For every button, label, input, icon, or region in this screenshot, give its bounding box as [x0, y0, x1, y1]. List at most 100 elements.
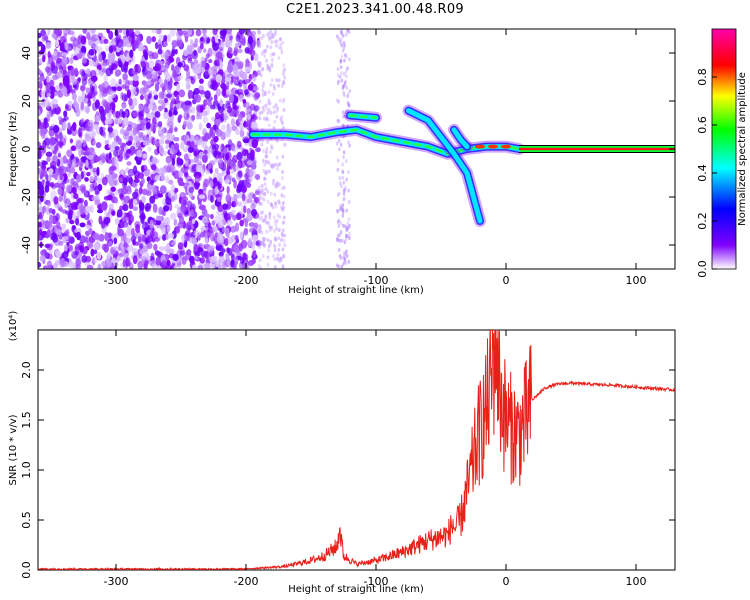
noise-speckle [187, 89, 194, 99]
noise-speckle [282, 205, 286, 210]
noise-speckle [272, 105, 276, 110]
noise-speckle [236, 151, 243, 161]
noise-speckle [137, 260, 144, 269]
noise-speckle [80, 149, 85, 156]
noise-speckle [270, 64, 274, 69]
noise-speckle [261, 84, 265, 89]
noise-speckle [276, 106, 280, 111]
noise-speckle [59, 258, 66, 268]
noise-speckle [339, 230, 343, 235]
noise-speckle [141, 177, 145, 185]
noise-speckle [230, 143, 236, 152]
x-tick-label: -100 [364, 575, 389, 588]
noise-speckle [274, 201, 277, 206]
noise-speckle [201, 110, 208, 117]
colorbar-tick-label: 0.6 [696, 116, 709, 134]
noise-speckle [222, 29, 228, 35]
noise-speckle [97, 263, 102, 269]
noise-speckle [258, 216, 262, 221]
noise-speckle [118, 177, 124, 183]
noise-speckle [174, 127, 178, 133]
noise-speckle [45, 75, 50, 82]
noise-speckle [266, 44, 269, 49]
noise-speckle [282, 238, 286, 243]
noise-speckle [121, 103, 127, 110]
noise-speckle [125, 79, 130, 89]
noise-speckle [118, 29, 123, 34]
noise-speckle [273, 192, 277, 197]
noise-speckle [261, 92, 265, 97]
noise-speckle [50, 60, 56, 68]
noise-speckle [84, 236, 89, 244]
noise-speckle [183, 120, 187, 129]
noise-speckle [264, 159, 268, 164]
noise-speckle [62, 75, 70, 85]
noise-speckle [258, 116, 262, 121]
noise-speckle [48, 168, 54, 174]
noise-speckle [60, 35, 67, 43]
noise-speckle [70, 66, 75, 77]
noise-speckle [177, 62, 183, 68]
noise-speckle [151, 263, 157, 269]
noise-speckle [194, 154, 199, 164]
noise-speckle [240, 34, 246, 44]
noise-speckle [281, 264, 285, 269]
noise-speckle [145, 122, 151, 130]
noise-speckle [268, 211, 272, 216]
noise-speckle [348, 89, 352, 94]
noise-speckle [261, 236, 265, 241]
noise-speckle [84, 189, 88, 198]
noise-speckle [338, 254, 342, 259]
noise-speckle [64, 203, 68, 208]
noise-speckle [339, 65, 343, 70]
noise-speckle [266, 189, 270, 194]
noise-speckle [234, 234, 239, 241]
noise-speckle [38, 161, 41, 167]
noise-speckle [278, 215, 282, 220]
noise-speckle [49, 182, 55, 188]
noise-speckle [217, 220, 224, 229]
noise-speckle [110, 249, 116, 255]
noise-speckle [342, 223, 345, 228]
noise-speckle [176, 39, 183, 47]
noise-speckle [144, 106, 150, 114]
y-tick-label: 0.0 [20, 561, 33, 579]
noise-speckle [188, 186, 195, 194]
steady-tone-line [519, 145, 675, 153]
noise-speckle [259, 240, 263, 245]
noise-speckle [82, 146, 89, 151]
noise-speckle [138, 112, 144, 121]
noise-speckle [277, 247, 281, 252]
noise-speckle [272, 229, 276, 234]
noise-speckle [88, 39, 93, 46]
noise-speckle [272, 125, 276, 130]
noise-speckle [99, 71, 104, 78]
noise-speckle [150, 179, 154, 186]
noise-speckle [79, 244, 84, 253]
noise-speckle [114, 217, 120, 225]
noise-speckle [120, 168, 125, 175]
noise-speckle [267, 161, 271, 166]
noise-speckle [171, 39, 178, 47]
noise-speckle [225, 89, 231, 96]
noise-speckle [245, 120, 252, 131]
noise-speckle [104, 139, 110, 146]
noise-speckle [265, 169, 268, 174]
noise-speckle [246, 213, 253, 222]
noise-speckle [262, 242, 265, 247]
noise-speckle [223, 237, 229, 247]
noise-speckle [101, 260, 106, 268]
noise-speckle [125, 56, 130, 62]
noise-speckle [233, 46, 239, 55]
noise-speckle [88, 48, 95, 56]
noise-speckle [277, 78, 281, 83]
noise-speckle [93, 249, 98, 255]
noise-speckle [89, 175, 94, 183]
noise-speckle [126, 257, 131, 267]
noise-speckle [211, 36, 216, 45]
noise-speckle [348, 57, 351, 62]
noise-speckle [258, 194, 262, 199]
noise-speckle [67, 100, 73, 106]
noise-speckle [76, 185, 82, 191]
noise-speckle [136, 140, 141, 148]
